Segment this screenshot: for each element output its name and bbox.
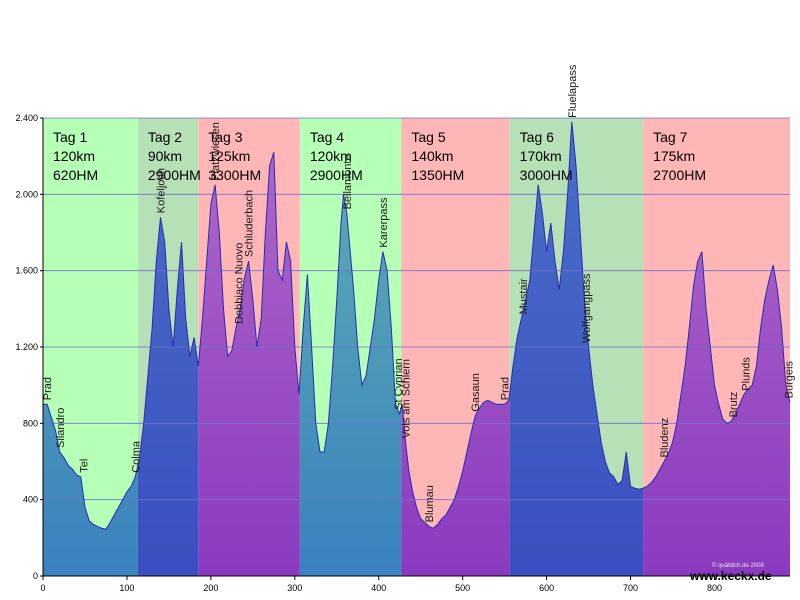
place-label: Plunds bbox=[741, 357, 753, 391]
stage-title: Tag 1 bbox=[53, 129, 87, 145]
x-tick-label: 700 bbox=[623, 583, 638, 593]
y-tick-label: 1.600 bbox=[15, 266, 38, 276]
stage-label-5: Tag 5 140km 1350HM bbox=[411, 129, 464, 183]
stage-distance: 140km bbox=[411, 148, 453, 164]
website-label: www.keckx.de bbox=[689, 569, 772, 583]
watermark: © quäldich.de 2008 bbox=[712, 562, 764, 569]
place-label: Prad bbox=[42, 377, 54, 400]
stage-title: Tag 7 bbox=[653, 129, 687, 145]
stage-title: Tag 6 bbox=[520, 129, 554, 145]
place-label: St Cyprian bbox=[393, 358, 405, 409]
place-label: Colma bbox=[130, 440, 142, 473]
stage-label-2: Tag 2 90km 2900HM bbox=[148, 129, 201, 183]
x-tick-label: 300 bbox=[287, 583, 302, 593]
stage-distance: 90km bbox=[148, 148, 182, 164]
place-label: Gasaun bbox=[470, 373, 482, 412]
place-label: Silandro bbox=[55, 408, 67, 448]
stage-climb: 3300HM bbox=[208, 167, 261, 183]
place-label: Prad bbox=[500, 377, 512, 400]
place-label: Vols am Schlern bbox=[401, 359, 413, 438]
stage-climb: 2900HM bbox=[148, 167, 201, 183]
place-label: Wolfgangpass bbox=[581, 273, 593, 343]
x-tick-label: 800 bbox=[707, 583, 722, 593]
stage-label-1: Tag 1 120km 620HM bbox=[53, 129, 98, 183]
place-label: Brutz bbox=[728, 392, 740, 418]
stage-climb: 2900HM bbox=[310, 167, 363, 183]
stage-title: Tag 4 bbox=[310, 129, 344, 145]
place-label: Dobbiaco Nuovo bbox=[234, 243, 246, 324]
stage-distance: 120km bbox=[53, 148, 95, 164]
y-axis-ticks: 0 400 800 1.200 1.600 2.000 2.400 bbox=[15, 113, 43, 581]
x-tick-label: 200 bbox=[203, 583, 218, 593]
y-tick-label: 400 bbox=[23, 495, 38, 505]
grid-lines bbox=[43, 117, 790, 501]
y-tick-label: 1.200 bbox=[15, 342, 38, 352]
stage-labels: Tag 1 120km 620HM Tag 2 90km 2900HM Tag 3 125km… bbox=[53, 129, 706, 183]
place-label: Bludenz bbox=[659, 418, 671, 458]
place-label: Karerpass bbox=[378, 197, 390, 248]
y-tick-label: 2.000 bbox=[15, 189, 38, 199]
y-tick-label: 800 bbox=[23, 418, 38, 428]
stage-title: Tag 2 bbox=[148, 129, 182, 145]
place-label: Fluelapass bbox=[567, 64, 579, 118]
place-label: Tel bbox=[78, 459, 90, 473]
stage-label-4: Tag 4 120km 2900HM bbox=[310, 129, 363, 183]
place-label: Blumau bbox=[424, 485, 436, 522]
x-tick-label: 100 bbox=[119, 583, 134, 593]
stage-climb: 1350HM bbox=[411, 167, 464, 183]
x-axis-ticks: 0 100 200 300 400 500 600 700 800 bbox=[40, 576, 722, 593]
stage-title: Tag 5 bbox=[411, 129, 445, 145]
stage-label-6: Tag 6 170km 3000HM bbox=[520, 129, 573, 183]
x-tick-label: 600 bbox=[539, 583, 554, 593]
place-label: Mustair bbox=[518, 278, 530, 314]
x-tick-label: 400 bbox=[371, 583, 386, 593]
stage-title: Tag 3 bbox=[208, 129, 242, 145]
stage-label-7: Tag 7 175km 2700HM bbox=[653, 129, 706, 183]
place-label: Schluderbach bbox=[244, 190, 256, 257]
place-label: Kofeljoch bbox=[156, 168, 168, 213]
stage-label-3: Tag 3 125km 3300HM bbox=[208, 129, 261, 183]
place-label: Platzwiesen bbox=[210, 122, 222, 181]
x-tick-label: 0 bbox=[40, 583, 45, 593]
y-tick-label: 0 bbox=[33, 571, 38, 581]
stage-distance: 120km bbox=[310, 148, 352, 164]
stage-distance: 175km bbox=[653, 148, 695, 164]
stage-climb: 2700HM bbox=[653, 167, 706, 183]
stage-climb: 3000HM bbox=[520, 167, 573, 183]
x-tick-label: 500 bbox=[455, 583, 470, 593]
stage-climb: 620HM bbox=[53, 167, 98, 183]
profile-line bbox=[43, 121, 791, 530]
place-label: Bellamonte bbox=[342, 154, 354, 209]
stage-distance: 170km bbox=[520, 148, 562, 164]
place-label: Burgeis bbox=[783, 361, 795, 399]
stage-distance: 125km bbox=[208, 148, 250, 164]
y-tick-label: 2.400 bbox=[15, 113, 38, 123]
